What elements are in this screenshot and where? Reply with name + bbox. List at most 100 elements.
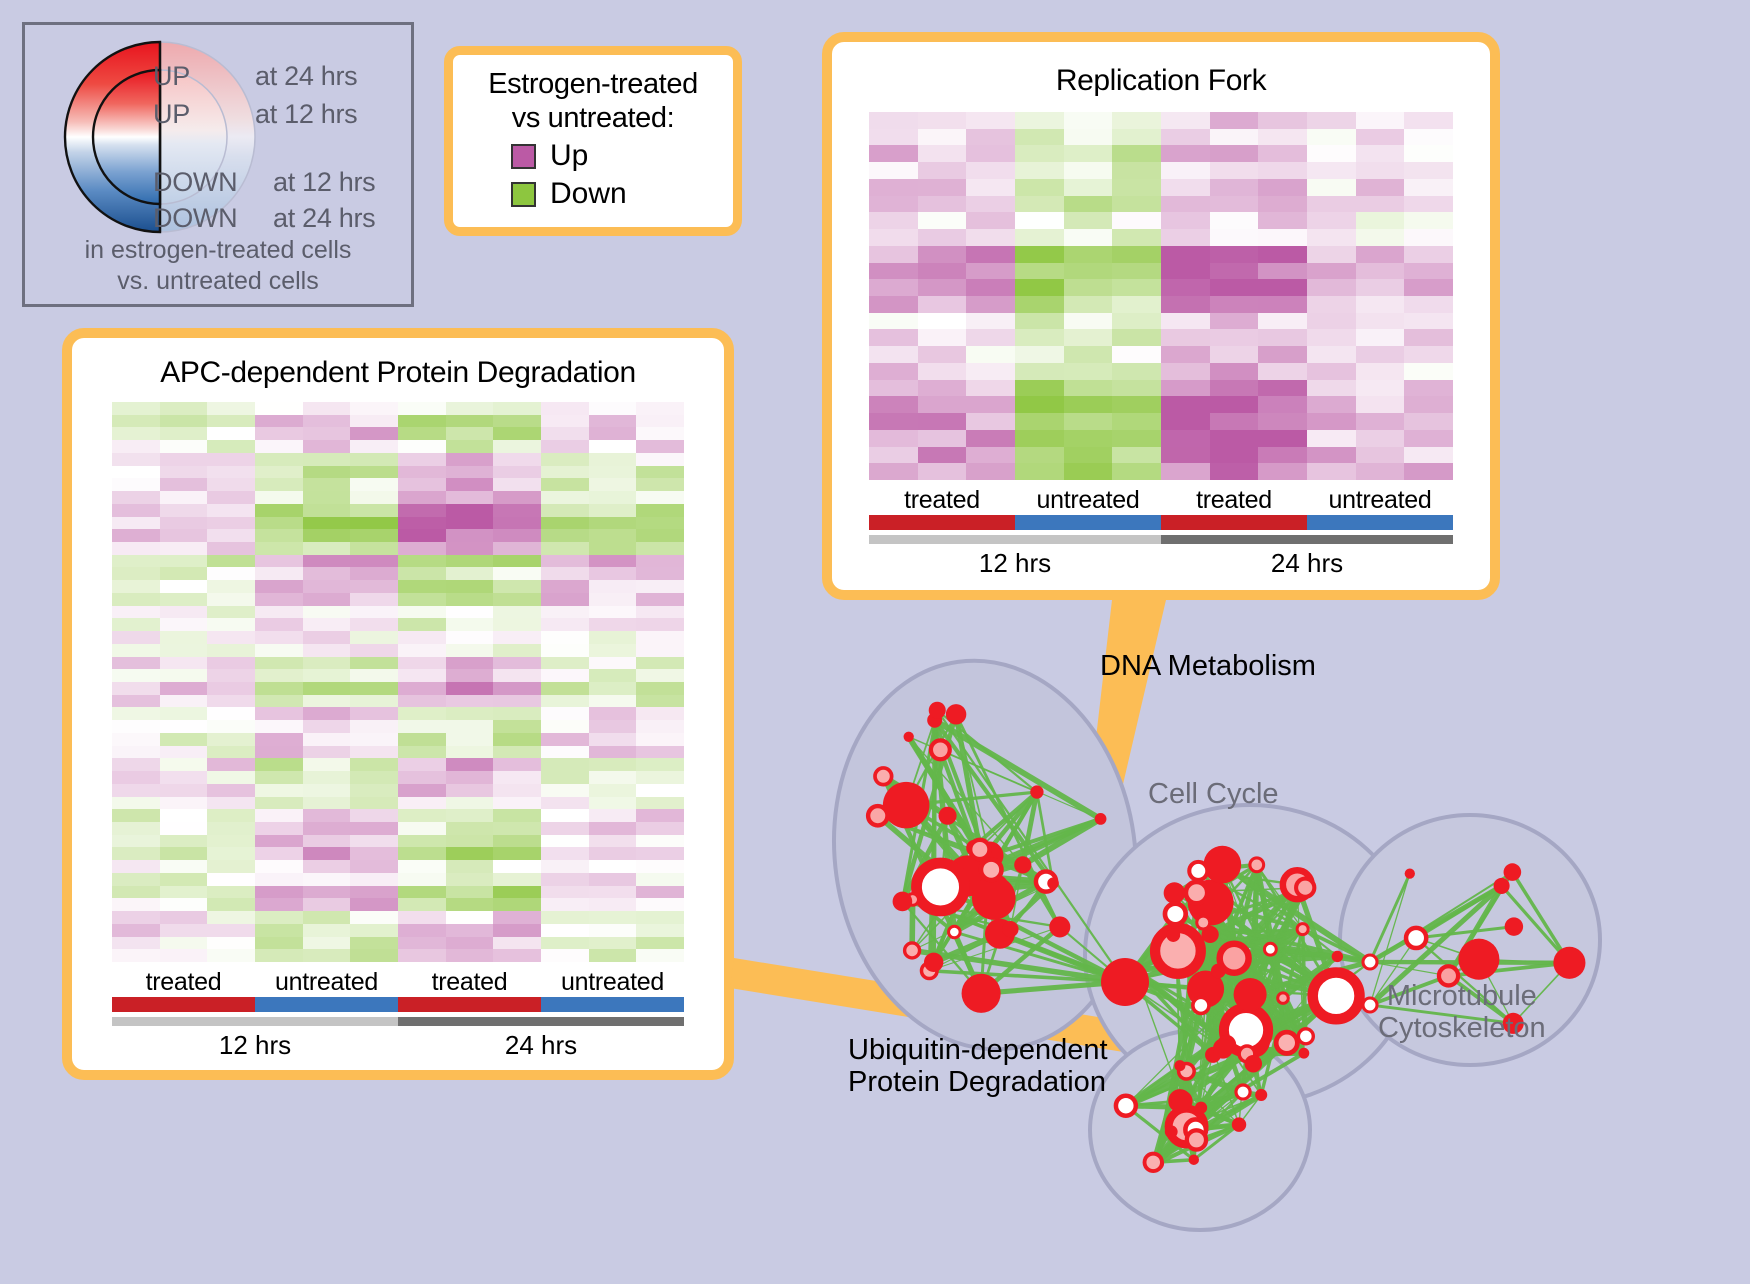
network-node[interactable]: [1002, 921, 1018, 937]
network-node[interactable]: [1187, 1130, 1206, 1149]
network-node[interactable]: [1505, 917, 1523, 935]
legend-label-up: Up: [550, 139, 588, 173]
heatmap-legend: Estrogen-treated vs untreated: Up Down: [444, 46, 742, 236]
network-node[interactable]: [1189, 862, 1207, 880]
network-node[interactable]: [875, 768, 892, 785]
condition-bar-replication-fork: [869, 515, 1453, 530]
network-node[interactable]: [1406, 928, 1426, 948]
condition-segment-untreated-12: [255, 997, 398, 1012]
network-node[interactable]: [1014, 856, 1031, 873]
network-node[interactable]: [1232, 1117, 1246, 1131]
network-node[interactable]: [1297, 924, 1308, 935]
network-node[interactable]: [946, 704, 966, 724]
network-node[interactable]: [1255, 1089, 1267, 1101]
network-node[interactable]: [981, 860, 1002, 881]
network-node[interactable]: [1245, 1055, 1263, 1073]
network-node[interactable]: [1204, 846, 1242, 884]
network-node[interactable]: [1296, 879, 1314, 897]
panel-apc-dependent-protein-degradation: APC-dependent Protein Degradation treate…: [62, 328, 734, 1080]
network-node[interactable]: [1047, 878, 1059, 890]
network-node[interactable]: [1193, 997, 1209, 1013]
network-node[interactable]: [1145, 1154, 1162, 1171]
network-node[interactable]: [1165, 1125, 1178, 1138]
expression-color-scale-key: UP at 24 hrs UP at 12 hrs DOWN at 12 hrs…: [22, 22, 414, 307]
network-node[interactable]: [1116, 1096, 1136, 1116]
network-node[interactable]: [1195, 1102, 1207, 1114]
network-node[interactable]: [1332, 951, 1343, 962]
network-node[interactable]: [949, 926, 961, 938]
network-node[interactable]: [929, 702, 946, 719]
network-node[interactable]: [1101, 958, 1149, 1006]
network-node[interactable]: [1049, 916, 1070, 937]
network-node[interactable]: [1172, 1090, 1193, 1111]
network-node[interactable]: [1213, 1038, 1233, 1058]
panel-title-replication-fork: Replication Fork: [832, 64, 1490, 98]
legend-item-down: Down: [511, 177, 733, 211]
network-node[interactable]: [917, 863, 965, 911]
scale-key-time-3: at 24 hrs: [273, 203, 375, 234]
network-node[interactable]: [1553, 947, 1585, 979]
group-label-3: untreated: [541, 968, 684, 997]
network-node[interactable]: [883, 782, 930, 829]
scale-key-time-1: at 12 hrs: [255, 99, 357, 130]
network-node[interactable]: [1174, 1060, 1185, 1071]
time-labels-apc: 12 hrs 24 hrs: [112, 1026, 684, 1061]
network-node[interactable]: [1165, 904, 1186, 925]
network-node[interactable]: [970, 840, 989, 859]
network-node[interactable]: [1405, 868, 1415, 878]
legend-swatch-down: [511, 182, 536, 207]
legend-title-line2: vs untreated:: [453, 101, 733, 135]
network-node[interactable]: [1363, 998, 1377, 1012]
network-node[interactable]: [904, 732, 914, 742]
cluster-label-dna-metabolism: DNA Metabolism: [1100, 650, 1316, 682]
scale-key-footer-line2: vs. untreated cells: [25, 266, 411, 297]
legend-title: Estrogen-treated vs untreated:: [453, 55, 733, 135]
network-node[interactable]: [1189, 1155, 1199, 1165]
network-node[interactable]: [1298, 1048, 1309, 1059]
network-node[interactable]: [1030, 785, 1043, 798]
network-node[interactable]: [1211, 964, 1226, 979]
group-label-2: treated: [1161, 486, 1307, 515]
condition-segment-treated-24: [1161, 515, 1307, 530]
network-node[interactable]: [1166, 928, 1180, 942]
network-node[interactable]: [893, 892, 913, 912]
cluster-label-microtubule-cytoskeleton: Microtubule Cytoskeleton: [1378, 980, 1546, 1045]
condition-bar-apc: [112, 997, 684, 1012]
time-label-24hrs: 24 hrs: [1161, 544, 1453, 579]
network-node[interactable]: [1313, 972, 1360, 1019]
network-node[interactable]: [1202, 926, 1219, 943]
protein-interaction-network: DNA Metabolism Cell Cycle Microtubule Cy…: [770, 610, 1750, 1279]
network-node[interactable]: [1363, 955, 1377, 969]
network-node[interactable]: [905, 943, 920, 958]
condition-segment-treated-24: [398, 997, 541, 1012]
network-node[interactable]: [1186, 882, 1208, 904]
network-node[interactable]: [1264, 943, 1276, 955]
network-node[interactable]: [962, 974, 1001, 1013]
network-node[interactable]: [1458, 939, 1499, 980]
network-node[interactable]: [1298, 1029, 1313, 1044]
network-node[interactable]: [972, 876, 1016, 920]
network-node[interactable]: [1236, 1085, 1250, 1099]
network-node[interactable]: [1095, 813, 1107, 825]
network-node[interactable]: [1234, 978, 1267, 1011]
scale-key-direction-0: UP: [153, 61, 190, 92]
condition-segment-treated-12: [869, 515, 1015, 530]
time-segment-24hrs: [1161, 535, 1453, 544]
condition-segment-untreated-12: [1015, 515, 1161, 530]
legend-item-up: Up: [511, 139, 733, 173]
network-node[interactable]: [924, 953, 943, 972]
network-node[interactable]: [1494, 878, 1510, 894]
network-node[interactable]: [939, 807, 957, 825]
network-node[interactable]: [931, 740, 950, 759]
scale-key-time-0: at 24 hrs: [255, 61, 357, 92]
network-node[interactable]: [1278, 993, 1289, 1004]
network-node[interactable]: [1250, 858, 1264, 872]
condition-segment-treated-12: [112, 997, 255, 1012]
network-node[interactable]: [1276, 1032, 1297, 1053]
network-node[interactable]: [868, 806, 887, 825]
heatmap-replication-fork: [869, 112, 1453, 480]
network-node[interactable]: [1164, 882, 1185, 903]
network-node[interactable]: [1504, 863, 1522, 881]
legend-swatch-up: [511, 144, 536, 169]
group-labels-replication-fork: treated untreated treated untreated: [869, 486, 1453, 515]
